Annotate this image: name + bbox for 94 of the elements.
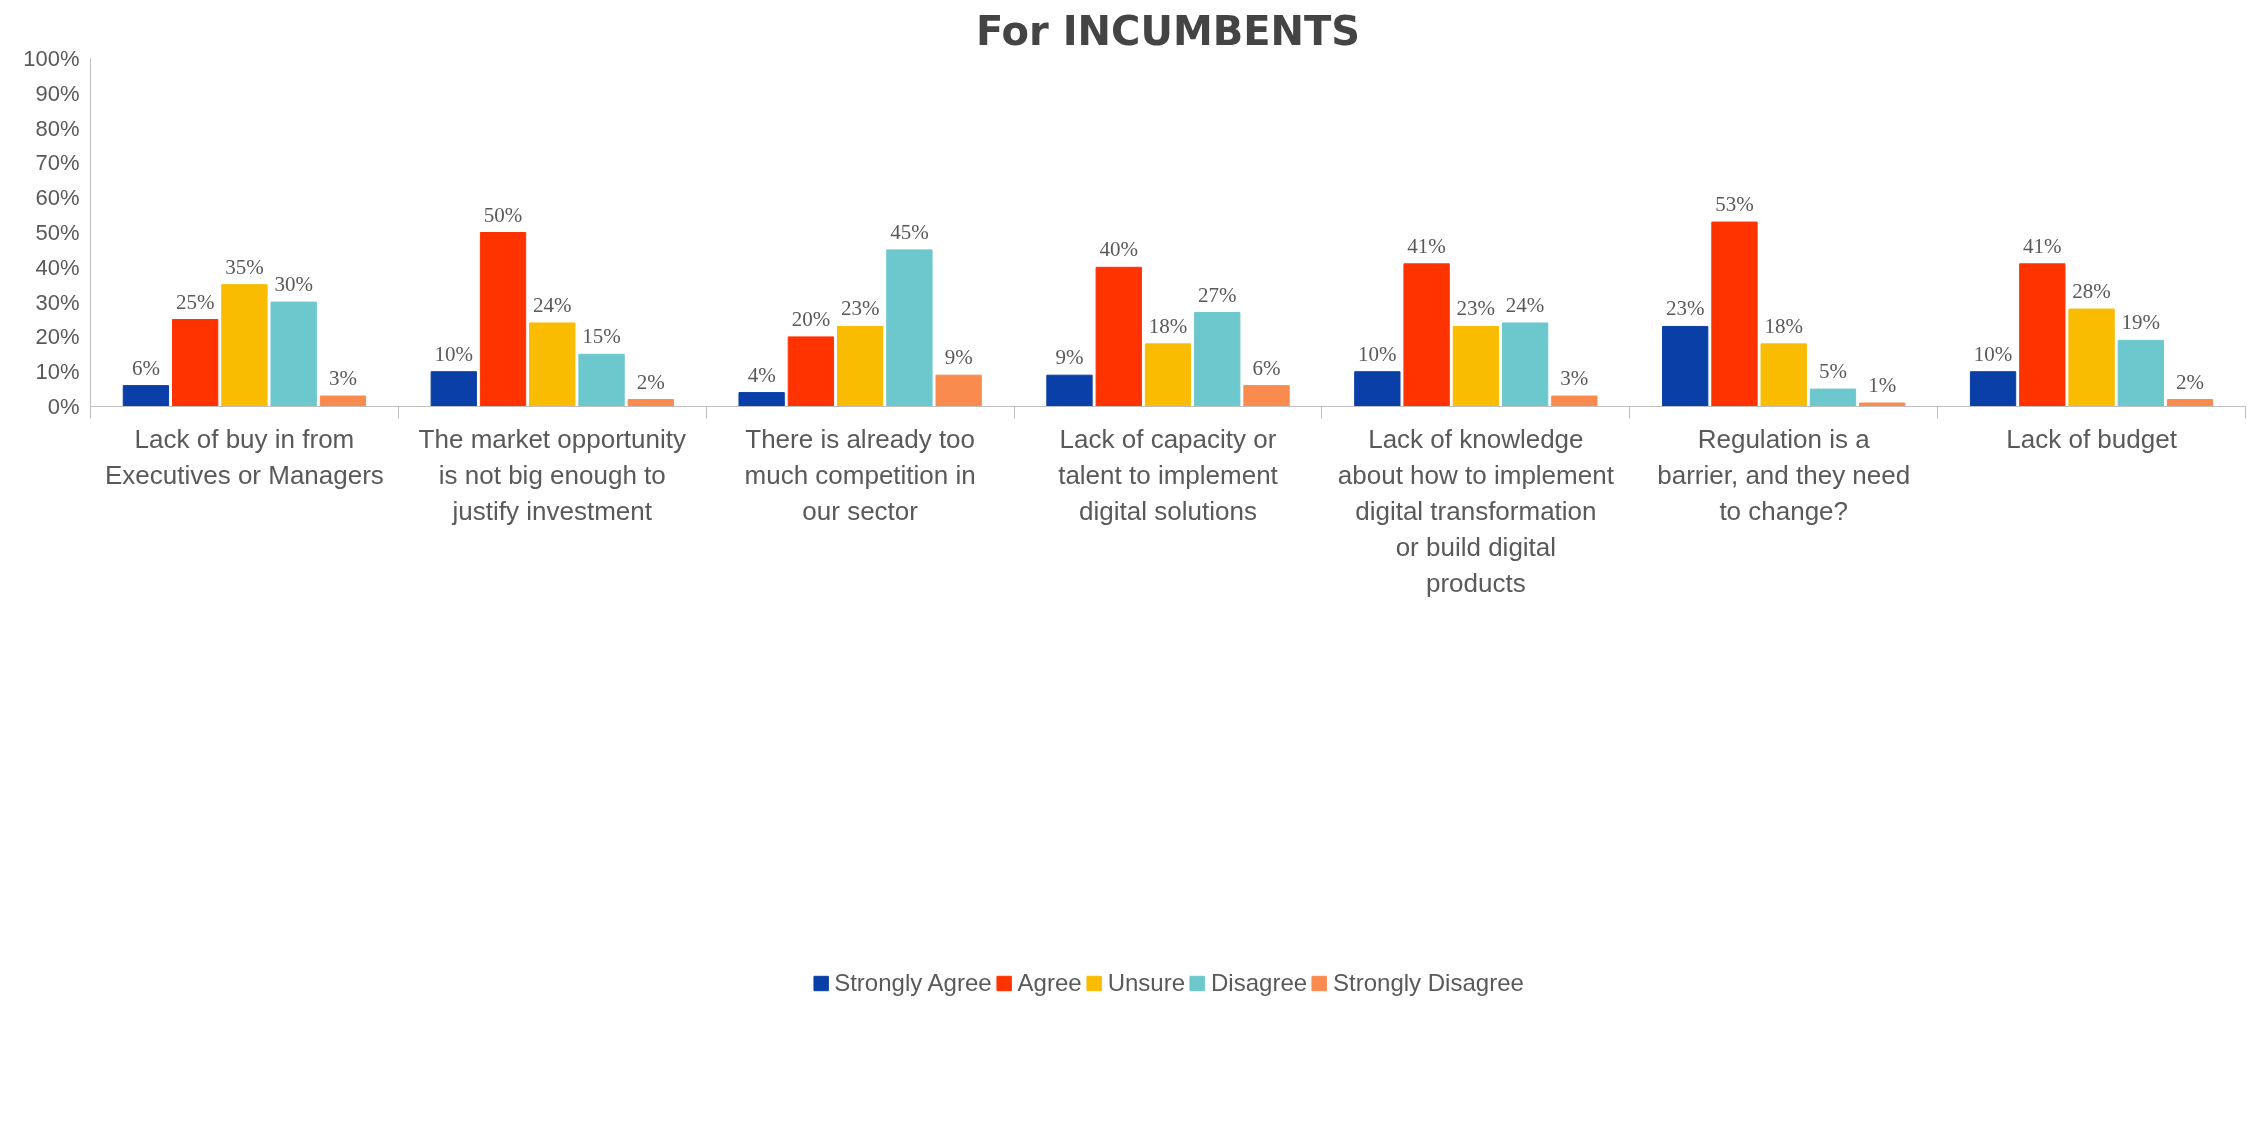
bar <box>1354 371 1401 407</box>
bar <box>1551 395 1598 407</box>
data-label: 25% <box>175 289 215 314</box>
bar <box>1969 371 2017 407</box>
data-label: 6% <box>1252 355 1281 380</box>
bar <box>935 374 982 407</box>
data-label: 1% <box>1868 373 1897 398</box>
bar <box>1501 322 1549 407</box>
data-label: 5% <box>1818 359 1847 384</box>
data-label: 20% <box>791 306 831 331</box>
data-label: 19% <box>2121 310 2161 335</box>
y-tick-label: 30% <box>35 289 80 315</box>
bar <box>738 392 785 407</box>
bar <box>578 353 625 407</box>
data-label: 27% <box>1198 282 1237 307</box>
x-tick-label: Lack of knowledge about how to implement digital transformation or build digital products <box>1337 423 1615 598</box>
bar <box>1809 388 1857 407</box>
bar <box>787 336 835 407</box>
y-tick-label: 20% <box>35 324 80 350</box>
data-label: 40% <box>1099 237 1138 262</box>
y-tick-label: 70% <box>35 150 80 176</box>
legend-label: Unsure <box>1107 969 1186 997</box>
bar <box>1662 325 1709 407</box>
data-label: 45% <box>890 219 929 244</box>
bar <box>319 395 367 407</box>
bar <box>1194 312 1241 407</box>
data-label: 35% <box>225 254 264 279</box>
bar <box>221 284 268 407</box>
x-tick-label: Regulation is a barrier, and they need to change? <box>1657 423 1911 526</box>
data-label: 18% <box>1148 313 1188 338</box>
chart-title: For INCUMBENTS <box>975 7 1361 54</box>
x-tick-label: There is already too much competition in our sector <box>744 423 976 526</box>
data-label: 10% <box>1973 341 2013 366</box>
data-label: 3% <box>1560 366 1589 391</box>
x-tick-label: The market opportunity is not big enough to justify investment <box>418 423 686 526</box>
bar <box>1144 343 1192 407</box>
bar <box>479 232 527 407</box>
data-label: 23% <box>1456 296 1496 321</box>
x-tick-label: Lack of budget <box>2006 423 2178 454</box>
x-tick-label: Lack of capacity or talent to implement digital solutions <box>1058 423 1279 526</box>
bar <box>172 319 219 407</box>
y-tick-label: 90% <box>35 80 80 106</box>
data-label: 2% <box>2176 369 2205 394</box>
data-label: 28% <box>2072 279 2111 304</box>
bar <box>1711 221 1758 407</box>
data-label: 53% <box>1715 192 1754 217</box>
legend-label: Strongly Agree <box>834 969 992 997</box>
data-label: 10% <box>1358 341 1397 366</box>
y-tick-label: 80% <box>35 115 80 141</box>
x-tick-label: Lack of buy in from Executives or Managers <box>104 423 384 490</box>
bar <box>122 385 170 407</box>
data-label: 18% <box>1764 313 1803 338</box>
data-label: 2% <box>636 369 665 394</box>
bar <box>1452 325 1500 407</box>
bar <box>1859 402 1906 407</box>
legend-label: Disagree <box>1211 969 1308 997</box>
bar <box>627 399 674 407</box>
bar <box>2166 399 2214 407</box>
bar <box>1760 343 1807 407</box>
data-label: 23% <box>840 296 880 321</box>
legend-label: Agree <box>1017 969 1082 997</box>
data-label: 50% <box>483 202 523 227</box>
data-label: 6% <box>131 355 160 380</box>
data-label: 24% <box>1505 292 1545 317</box>
y-tick-label: 0% <box>47 394 80 419</box>
data-label: 4% <box>747 362 776 387</box>
data-label: 9% <box>944 345 973 370</box>
legend-label: Strongly Disagree <box>1333 969 1524 997</box>
y-tick-label: 50% <box>35 220 80 245</box>
data-label: 30% <box>274 272 313 297</box>
bar <box>1403 263 1450 407</box>
data-label: 10% <box>434 341 474 366</box>
bar <box>2117 339 2164 407</box>
bar <box>836 325 884 407</box>
y-tick-label: 40% <box>35 254 80 280</box>
bar <box>1046 374 1093 407</box>
bar <box>886 249 933 407</box>
bar <box>2068 308 2115 407</box>
bar <box>529 322 576 407</box>
bar <box>2019 263 2066 407</box>
data-label: 9% <box>1055 345 1084 370</box>
bar <box>1095 266 1142 407</box>
data-label: 15% <box>582 324 621 349</box>
data-label: 41% <box>1407 233 1446 258</box>
bar <box>270 301 317 407</box>
bar <box>1243 385 1290 407</box>
y-tick-label: 60% <box>35 185 80 211</box>
y-tick-label: 100% <box>23 46 80 71</box>
data-label: 41% <box>2023 233 2062 258</box>
data-label: 23% <box>1665 296 1705 321</box>
data-label: 3% <box>328 366 357 391</box>
bar <box>430 371 477 407</box>
y-tick-label: 10% <box>35 359 80 385</box>
data-label: 24% <box>533 292 572 317</box>
